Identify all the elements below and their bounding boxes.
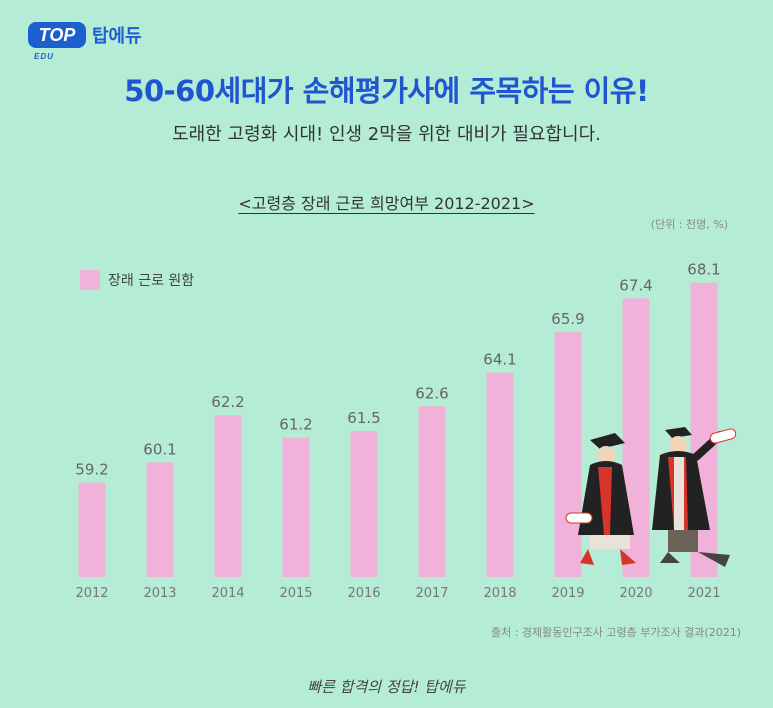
x-tick-2013: 2013 xyxy=(143,586,176,601)
badge-text: TOP xyxy=(38,25,76,45)
legend-swatch xyxy=(80,270,100,290)
bar-2017 xyxy=(418,406,446,577)
x-tick-2018: 2018 xyxy=(483,586,516,601)
page-subtitle: 도래한 고령화 시대! 인생 2막을 위한 대비가 필요합니다. xyxy=(172,124,601,145)
x-tick-2014: 2014 xyxy=(211,586,244,601)
bar-2012 xyxy=(78,482,106,577)
brand-logo: TOP EDU 탑에듀 xyxy=(28,22,142,61)
footer-slogan: 빠른 합격의 정답! 탑에듀 xyxy=(307,678,466,696)
legend-label: 장래 근로 원함 xyxy=(108,273,195,289)
bar-2016 xyxy=(350,430,378,577)
data-label-2013: 60.1 xyxy=(143,440,176,458)
data-label-2020: 67.4 xyxy=(619,276,652,294)
bar-2018 xyxy=(486,372,514,577)
x-tick-2019: 2019 xyxy=(551,586,584,601)
x-tick-2016: 2016 xyxy=(347,586,380,601)
data-label-2017: 62.6 xyxy=(415,384,448,402)
x-tick-2017: 2017 xyxy=(415,586,448,601)
badge-sub-text: EDU xyxy=(34,52,54,61)
bar-2013 xyxy=(146,462,174,577)
brand-name: 탑에듀 xyxy=(92,26,142,47)
x-tick-2020: 2020 xyxy=(619,586,652,601)
x-tick-2015: 2015 xyxy=(279,586,312,601)
data-label-2018: 64.1 xyxy=(483,351,516,369)
top-edu-badge: TOP EDU xyxy=(28,22,86,61)
chart-source: 출처 : 경제활동인구조사 고령층 부가조사 결과(2021) xyxy=(490,626,741,639)
chart-title: <고령층 장래 근로 희망여부 2012-2021> xyxy=(238,194,535,213)
chart-unit: (단위 : 천명, %) xyxy=(650,218,728,231)
x-tick-2012: 2012 xyxy=(75,586,108,601)
x-tick-2021: 2021 xyxy=(687,586,720,601)
data-label-2012: 59.2 xyxy=(75,461,108,479)
data-label-2015: 61.2 xyxy=(279,416,312,434)
data-label-2019: 65.9 xyxy=(551,310,584,328)
data-label-2014: 62.2 xyxy=(211,393,244,411)
data-label-2016: 61.5 xyxy=(347,409,380,427)
bar-2014 xyxy=(214,415,242,577)
data-label-2021: 68.1 xyxy=(687,261,720,279)
graduates-illustration-icon xyxy=(565,427,737,567)
bar-2019 xyxy=(554,332,582,577)
bar-2015 xyxy=(282,437,310,577)
chart-legend: 장래 근로 원함 xyxy=(80,270,194,290)
page-title: 50-60세대가 손해평가사에 주목하는 이유! xyxy=(124,74,649,108)
